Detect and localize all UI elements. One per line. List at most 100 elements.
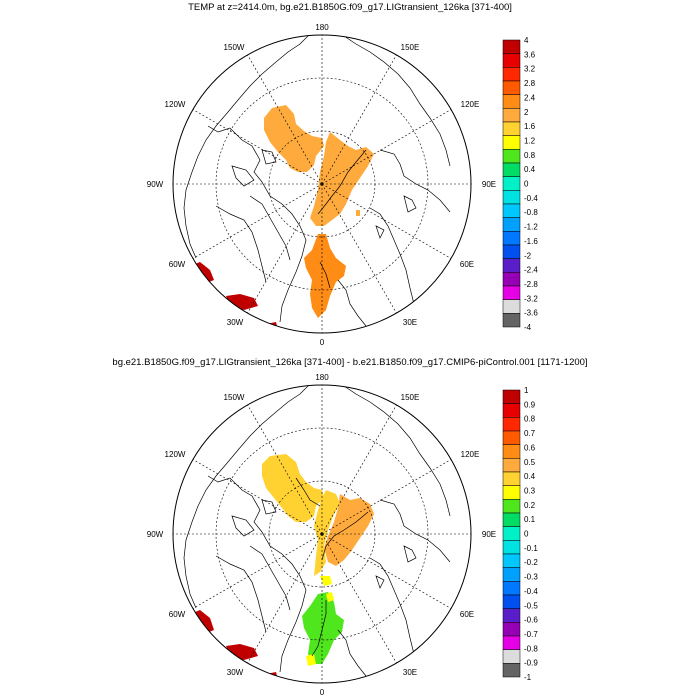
panel2-coastlines (183, 385, 451, 677)
panel2-colorbar-label: 0.3 (524, 486, 536, 495)
p2-lbl-150w: 150W (224, 393, 245, 402)
p1-lbl-30w: 30W (227, 318, 244, 327)
panel2-colorbar-label: -0.9 (524, 659, 538, 668)
p1-lbl-150e: 150E (401, 43, 420, 52)
panel2-colorbar-swatch (502, 430, 521, 445)
panel1-anomaly-fill (183, 35, 451, 332)
panel2-contour-1 (295, 477, 321, 507)
panel1-lon-labels: 180 150W 150E 120W 120E 90W 90E 60W 60E … (147, 23, 496, 347)
panel1-colorbar-swatch (502, 299, 521, 314)
p1-lbl-60w: 60W (169, 260, 186, 269)
panel1-colorbar-swatch (502, 80, 521, 95)
panel1-map-boundary (172, 34, 472, 334)
panel2-colorbar-label: 0.5 (524, 458, 536, 467)
panel1-colorbar-label: -3.6 (524, 309, 538, 318)
p2-lbl-30e: 30E (403, 668, 417, 677)
panel1-patch-south (266, 322, 278, 332)
panel2-colorbar-swatch (502, 444, 521, 459)
panel2-lon-labels: 180 150W 150E 120W 120E 90W 90E 60W 60E … (147, 373, 496, 697)
panel1-patch-central (310, 132, 374, 226)
panel2-colorbar-label: -0.1 (524, 544, 538, 553)
panel1-colorbar-label: -3.2 (524, 294, 538, 303)
panel1-colorbar-label: -2.8 (524, 280, 538, 289)
panel1-title: TEMP at z=2414.0m, bg.e21.B1850G.f09_g17… (188, 2, 512, 13)
panel1-colorbar-swatch (502, 162, 521, 177)
panel1-colorbar-label: 0.8 (524, 151, 536, 160)
panel2-patch-atlantic-yellow (306, 654, 316, 666)
panel2-colorbar-label: 0.9 (524, 400, 536, 409)
panel2-colorbar-swatch (502, 540, 521, 555)
panel1-colorbar-label: 4 (524, 36, 529, 45)
panel1-colorbar-label: 1.2 (524, 136, 536, 145)
p2-lbl-90w: 90W (147, 530, 164, 539)
panel2-colorbar-swatch (502, 499, 521, 514)
panel2-colorbar-label: 1 (524, 386, 529, 395)
panel1-colorbar-label: -1.6 (524, 237, 538, 246)
panel1-coastlines (183, 35, 451, 327)
panel2-colorbar-swatch (502, 635, 521, 650)
panel1-colorbar-label: 2.4 (524, 93, 536, 102)
p2-lbl-30w: 30W (227, 668, 244, 677)
panel1-colorbar-swatch (502, 203, 521, 218)
panel2-patch-atlantic-yellow2 (326, 592, 334, 602)
panel1-colorbar-swatch (502, 39, 521, 54)
panel1-colorbar-swatch (502, 217, 521, 232)
panel1-colorbar-swatch (502, 149, 521, 164)
p1-lbl-90w: 90W (147, 180, 164, 189)
panel1-colorbar-label: 0.4 (524, 165, 536, 174)
panel2-graticule (173, 385, 471, 683)
panel2-colorbar-swatch (502, 485, 521, 500)
panel2-contour-2 (321, 511, 369, 561)
panel2-colorbar-label: -0.8 (524, 644, 538, 653)
panel2-colorbar-swatch (502, 581, 521, 596)
panel2-colorbar-swatch (502, 512, 521, 527)
panel1-colorbar-label: 2 (524, 108, 529, 117)
panel1-graticule (173, 35, 471, 333)
p1-lbl-30e: 30E (403, 318, 417, 327)
panel2-title: bg.e21.B1850G.f09_g17.LIGtransient_126ka… (112, 357, 588, 368)
panel2-patch-central-orange (324, 494, 374, 566)
panel1-patch-beaufort (264, 105, 324, 172)
panel2-colorbar-label: 0.6 (524, 443, 536, 452)
panel2-colorbar-swatch (502, 553, 521, 568)
panel2-colorbar-label: -0.5 (524, 601, 538, 610)
panel2-colorbar-swatch (502, 649, 521, 664)
panel1-colorbar-label: 1.6 (524, 122, 536, 131)
panel2-colorbar-label: 0.2 (524, 501, 536, 510)
panel1-colorbar-swatch (502, 258, 521, 273)
panel1-colorbar-swatch (502, 108, 521, 123)
panel2-colorbar-swatch (502, 417, 521, 432)
panel2-patch-pole (320, 576, 332, 586)
panel2-colorbar-swatch (502, 403, 521, 418)
panel1-colorbar-swatch (502, 190, 521, 205)
p1-lbl-60e: 60E (460, 260, 474, 269)
panel1-colorbar-swatch (502, 121, 521, 136)
panel1-colorbar-label: 3.2 (524, 65, 536, 74)
panel1-colorbar-label: -0.4 (524, 194, 538, 203)
panel2-colorbar-swatch (502, 458, 521, 473)
panel1-colorbar-swatch (502, 272, 521, 287)
panel1-colorbar-swatch (502, 285, 521, 300)
panel1-colorbar-label: -0.8 (524, 208, 538, 217)
panel2-colorbar-label: 0.8 (524, 415, 536, 424)
panel1-colorbar-swatch (502, 313, 521, 328)
panel2-colorbar-swatch (502, 526, 521, 541)
panel1-colorbar-label: 3.6 (524, 50, 536, 59)
panel2-colorbar-swatch (502, 663, 521, 678)
panel1-patch-speck (356, 210, 360, 216)
panel2-patch-beaufort (262, 454, 324, 522)
p1-lbl-180: 180 (315, 23, 329, 32)
panel2-colorbar-label: 0.7 (524, 429, 536, 438)
panel1-colorbar-swatch (502, 244, 521, 259)
panel2-colorbar-label: 0.1 (524, 515, 536, 524)
panel2-colorbar-swatch (502, 608, 521, 623)
p2-lbl-60w: 60W (169, 610, 186, 619)
panel2-colorbar-label: -0.2 (524, 558, 538, 567)
panel2-colorbar-label: -1 (524, 673, 532, 682)
panel1-colorbar-swatch (502, 135, 521, 150)
panel1-patch-atlantic (304, 234, 346, 318)
panel2-colorbar-swatch (502, 567, 521, 582)
p1-lbl-120w: 120W (165, 100, 186, 109)
panel1-colorbar-label: -2 (524, 251, 532, 260)
